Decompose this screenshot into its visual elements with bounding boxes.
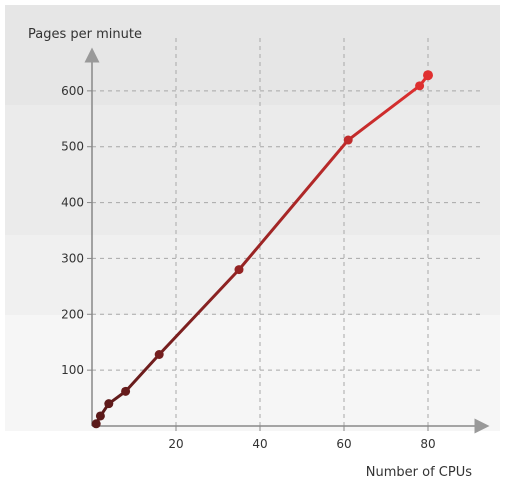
data-point [104, 399, 114, 409]
background-bands [5, 5, 500, 431]
y-axis-title: Pages per minute [28, 27, 142, 42]
y-tick-label: 600 [61, 84, 84, 98]
x-tick-label: 60 [336, 437, 351, 451]
series [91, 70, 433, 429]
data-point [343, 135, 353, 145]
data-point [95, 411, 105, 421]
data-point [423, 70, 433, 81]
y-tick-label: 200 [61, 307, 84, 321]
background-band [5, 105, 500, 235]
x-tick-label: 20 [168, 437, 183, 451]
x-tick-label: 80 [420, 437, 435, 451]
grid-lines [92, 38, 482, 426]
y-tick-label: 300 [61, 251, 84, 265]
background-band [5, 235, 500, 315]
y-tick-label: 400 [61, 196, 84, 210]
x-ticks: 20 40 60 80 [168, 426, 436, 451]
data-point [234, 265, 244, 275]
y-ticks: 100 200 300 400 500 600 [61, 84, 92, 377]
data-point [121, 386, 131, 396]
background-band [5, 315, 500, 431]
y-tick-label: 100 [61, 363, 84, 377]
x-axis-title: Number of CPUs [366, 465, 472, 480]
data-point [154, 350, 164, 360]
x-tick-label: 40 [252, 437, 267, 451]
y-tick-label: 500 [61, 140, 84, 154]
data-point [415, 81, 425, 91]
data-point [91, 419, 101, 429]
